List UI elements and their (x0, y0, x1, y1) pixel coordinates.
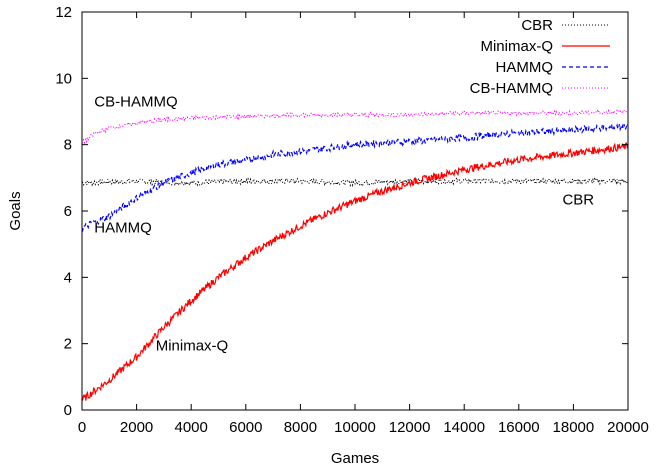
x-tick-label: 16000 (498, 419, 540, 436)
series-layer (81, 108, 629, 402)
series-annotation: Minimax-Q (156, 337, 229, 354)
y-tick-label: 6 (64, 203, 72, 220)
y-tick-label: 0 (64, 402, 72, 419)
x-tick-label: 0 (78, 419, 86, 436)
y-tick-label: 4 (64, 269, 72, 286)
x-tick-label: 18000 (553, 419, 595, 436)
series-annotation: HAMMQ (94, 220, 152, 237)
x-axis-label: Games (331, 450, 379, 467)
y-axis-label: Goals (7, 191, 24, 230)
x-tick-label: 20000 (607, 419, 649, 436)
legend-label: CBR (521, 17, 553, 34)
y-tick-label: 12 (55, 4, 72, 21)
series-line-minimax-q (81, 142, 629, 402)
x-tick-label: 4000 (175, 419, 208, 436)
x-tick-label: 14000 (443, 419, 485, 436)
legend-label: HAMMQ (496, 59, 554, 76)
x-tick-label: 12000 (389, 419, 431, 436)
series-line-cb-hammq (81, 108, 629, 145)
ticks-layer: 0 2000 4000 6000 8000 10000 12000 14000 16000 180… (55, 4, 649, 436)
x-tick-label: 6000 (229, 419, 262, 436)
y-tick-label: 10 (55, 70, 72, 87)
legend-label: CB-HAMMQ (470, 80, 553, 97)
y-tick-label: 8 (64, 137, 72, 154)
annotations-layer: CB-HAMMQ HAMMQ Minimax-Q CBR (94, 94, 594, 355)
y-tick-label: 2 (64, 336, 72, 353)
legend-label: Minimax-Q (480, 38, 553, 55)
legend: CBR Minimax-Q HAMMQ CB-HAMMQ (470, 17, 610, 97)
x-tick-label: 2000 (120, 419, 153, 436)
series-annotation: CBR (562, 191, 594, 208)
series-line-cbr (81, 176, 629, 188)
series-line-hammq (81, 121, 629, 233)
x-tick-label: 10000 (334, 419, 376, 436)
series-annotation: CB-HAMMQ (94, 94, 177, 111)
x-tick-label: 8000 (284, 419, 317, 436)
